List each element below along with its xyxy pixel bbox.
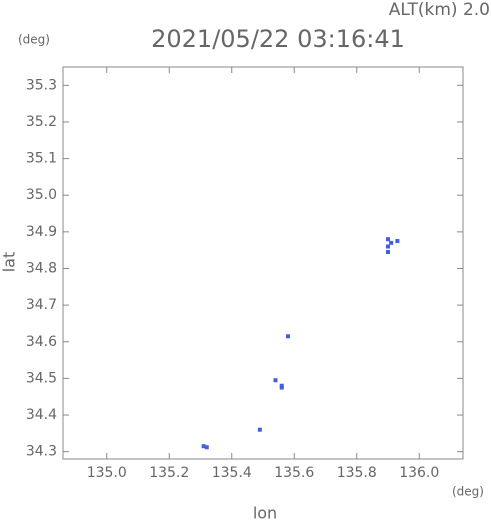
y-tick-label: 34.5 — [26, 370, 57, 386]
y-tick-label: 34.8 — [26, 260, 57, 276]
y-tick-label: 34.4 — [26, 407, 57, 423]
chart-title: 2021/05/22 03:16:41 — [151, 25, 405, 53]
data-point — [386, 244, 390, 249]
x-axis-label: lon — [253, 504, 277, 522]
data-point — [386, 250, 390, 255]
y-tick-label: 34.3 — [26, 444, 57, 460]
y-tick-label: 35.2 — [26, 114, 57, 130]
y-tick-label: 34.7 — [26, 297, 57, 313]
x-tick-label: 135.6 — [274, 465, 314, 481]
x-tick-label: 136.0 — [399, 465, 439, 481]
y-tick-label: 35.3 — [26, 77, 57, 93]
data-point — [389, 240, 394, 245]
x-unit: (deg) — [452, 485, 484, 499]
y-tick-label: 34.6 — [26, 334, 57, 350]
x-tick-label: 135.4 — [212, 465, 252, 481]
x-tick-label: 135.0 — [87, 465, 127, 481]
y-tick-label: 35.1 — [26, 151, 57, 167]
data-point — [273, 378, 278, 383]
y-axis-label: lat — [0, 252, 19, 273]
data-point — [395, 239, 400, 244]
y-unit: (deg) — [18, 33, 50, 47]
x-tick-label: 135.2 — [149, 465, 189, 481]
data-point — [257, 427, 262, 432]
plot-frame — [62, 66, 464, 460]
x-tick-label: 135.8 — [337, 465, 377, 481]
data-point — [204, 445, 209, 450]
data-point — [286, 334, 290, 339]
y-tick-label: 35.0 — [26, 187, 57, 203]
data-point — [386, 237, 390, 242]
altitude-label: ALT(km) 2.0 — [389, 0, 490, 20]
data-point — [201, 444, 206, 449]
data-point — [279, 383, 284, 388]
y-tick-label: 34.9 — [26, 224, 57, 240]
